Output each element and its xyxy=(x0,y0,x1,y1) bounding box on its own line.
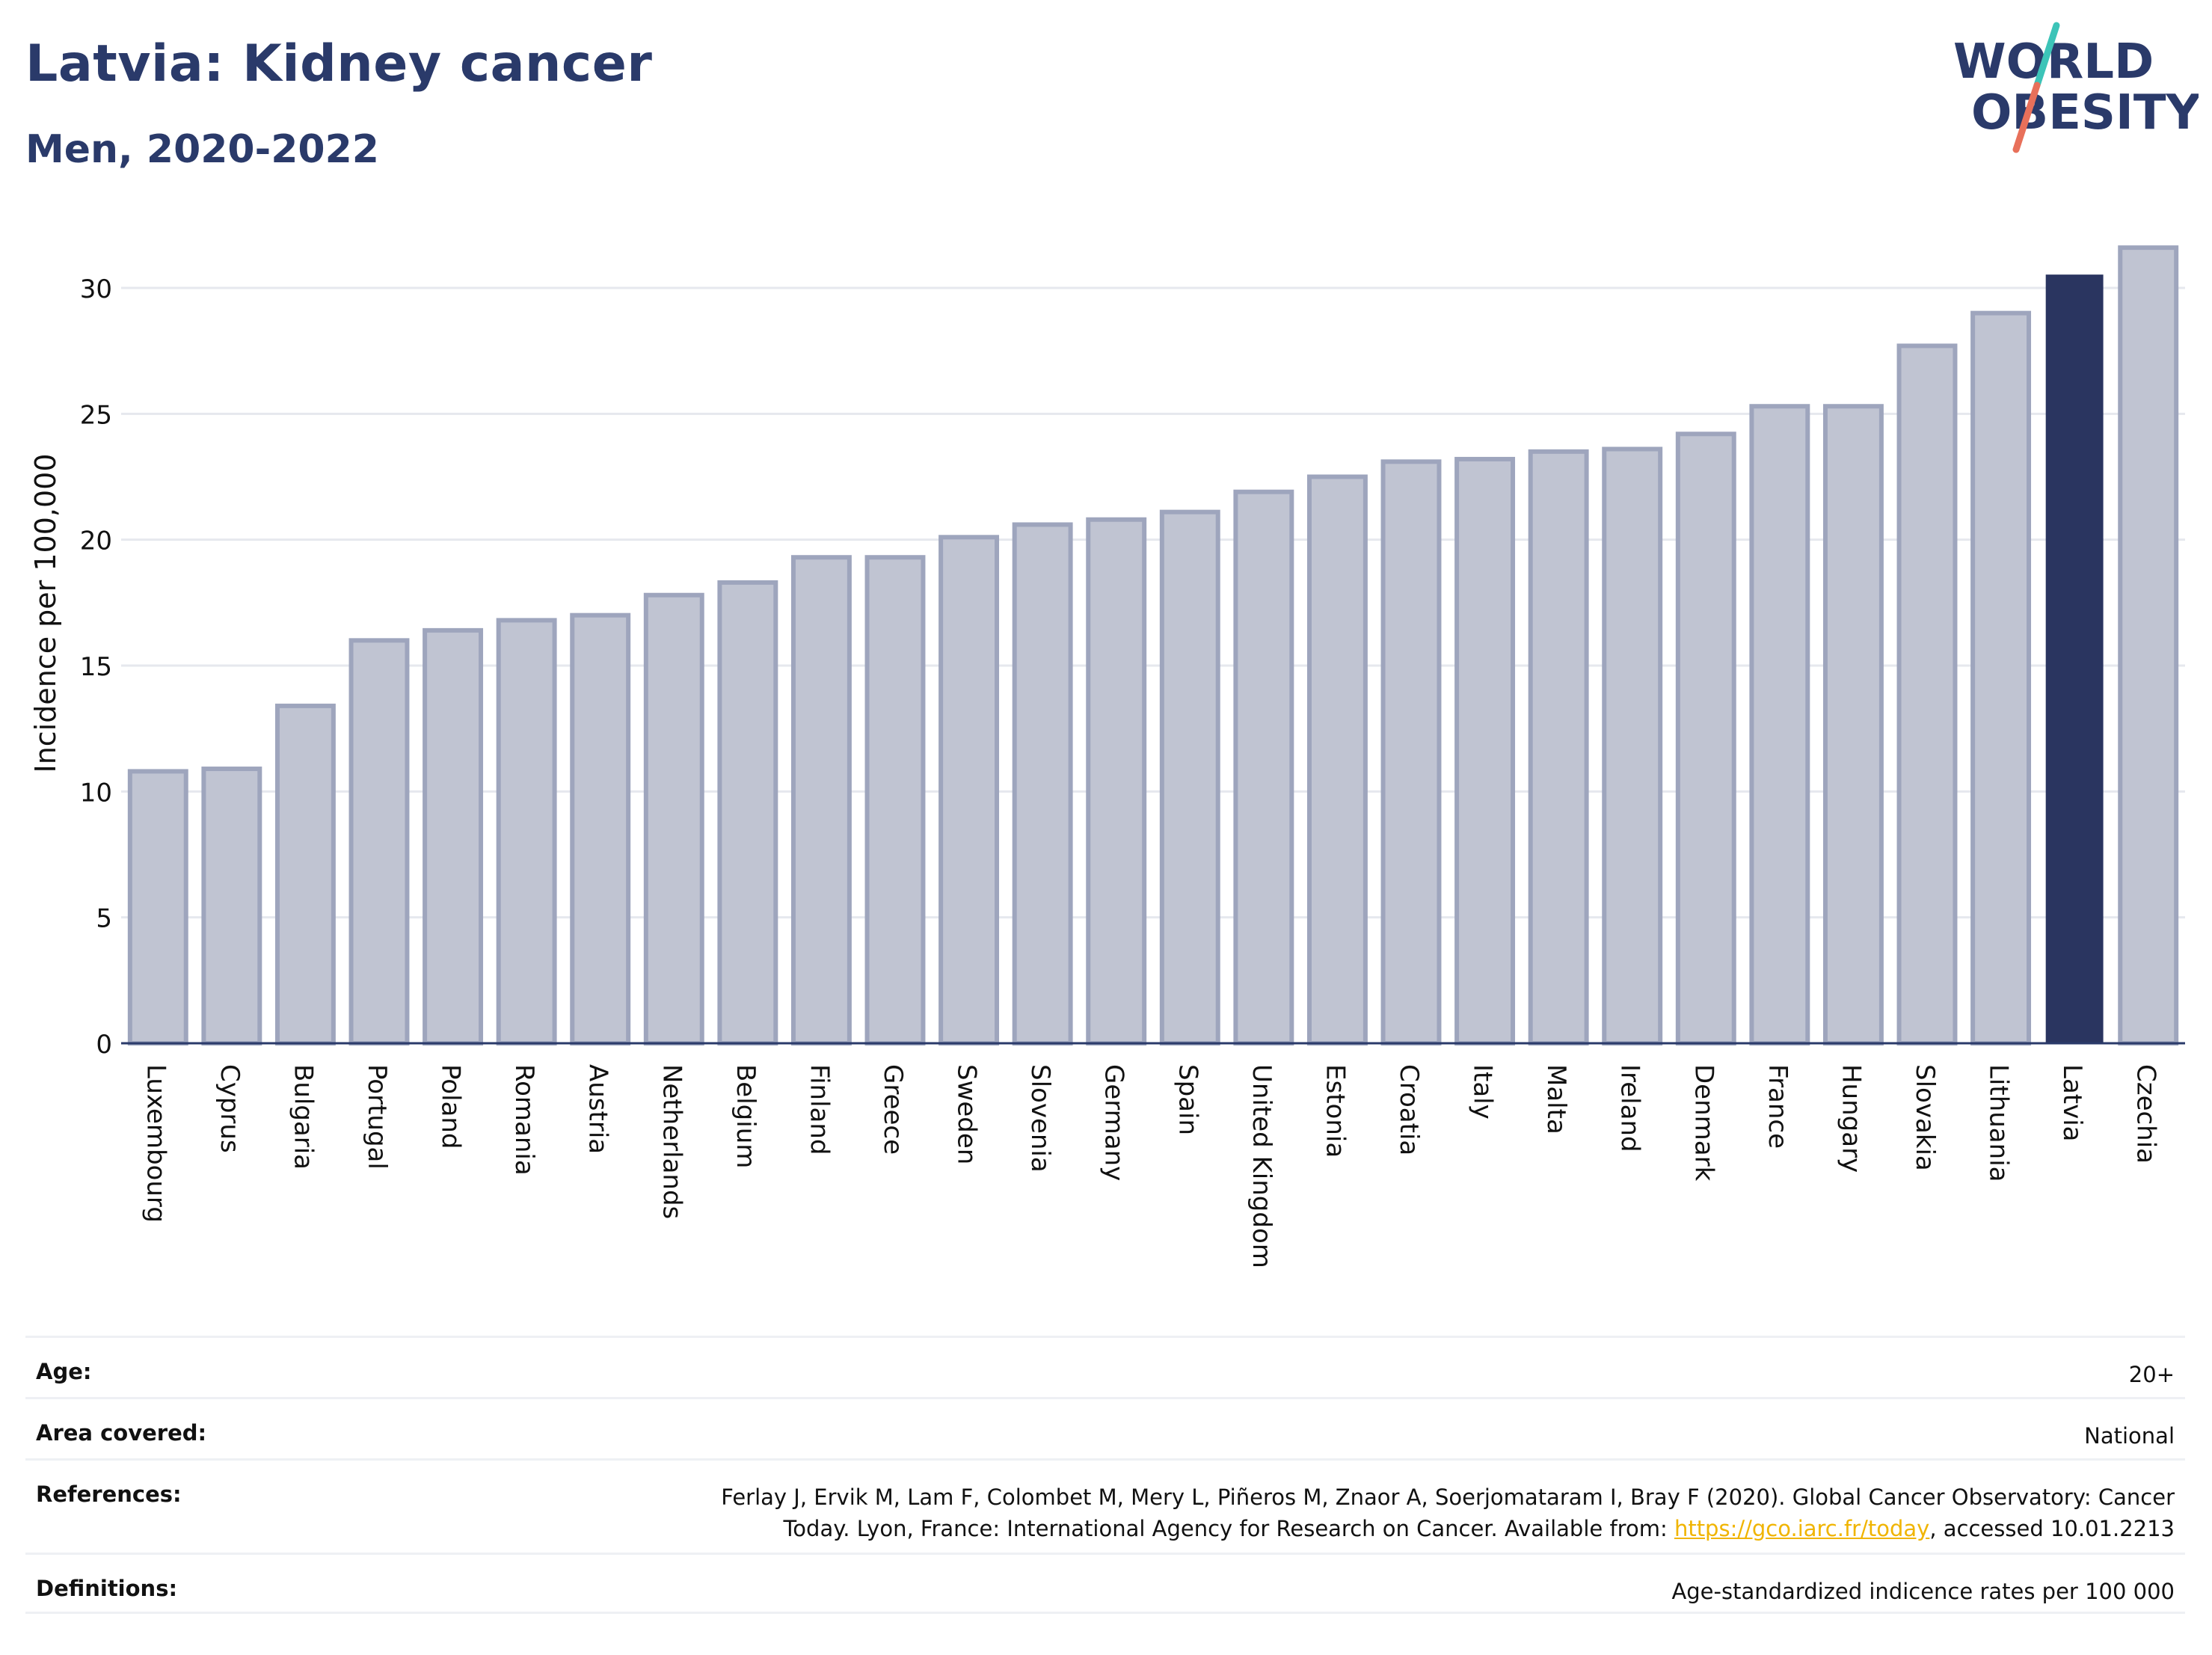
bars xyxy=(127,245,2179,1046)
x-tick-label: Poland xyxy=(436,1064,466,1149)
bar-cyprus xyxy=(201,767,262,1045)
x-tick-label: Croatia xyxy=(1394,1064,1424,1155)
meta-row-age: Age: 20+ xyxy=(25,1336,2185,1397)
chart-title: Latvia: Kidney cancer xyxy=(25,34,653,93)
meta-row-area: Area covered: National xyxy=(25,1397,2185,1458)
bar-latvia xyxy=(2045,274,2104,1045)
definitions-value: Age-standardized indicence rates per 100… xyxy=(1671,1579,2175,1604)
bar-romania xyxy=(496,618,557,1045)
y-axis-title: Incidence per 100,000 xyxy=(29,453,62,773)
bar-czechia xyxy=(2118,245,2179,1046)
x-tick-label: Austria xyxy=(583,1064,613,1154)
bar-belgium xyxy=(717,580,778,1045)
bar-finland xyxy=(790,555,852,1045)
bar-austria xyxy=(570,612,631,1045)
x-tick-label: Spain xyxy=(1173,1064,1202,1135)
x-tick-label: Luxembourg xyxy=(141,1064,170,1223)
bar-sweden xyxy=(938,535,1000,1045)
y-tick-labels: 0 5 10 15 20 25 30 xyxy=(80,274,112,1060)
y-tick-label: 30 xyxy=(80,274,112,304)
x-tick-label: Germany xyxy=(1099,1064,1129,1181)
x-tick-label: Latvia xyxy=(2057,1064,2087,1142)
y-tick-label: 15 xyxy=(80,652,112,682)
area-label: Area covered: xyxy=(36,1420,207,1446)
bar-ireland xyxy=(1602,446,1663,1045)
x-tick-label: Lithuania xyxy=(1984,1064,2014,1182)
bar-portugal xyxy=(348,638,410,1045)
x-tick-label: Greece xyxy=(878,1064,908,1155)
x-tick-label: Portugal xyxy=(362,1064,392,1170)
x-tick-labels: Luxembourg Cyprus Bulgaria Portugal Poland Ro… xyxy=(141,1064,2160,1268)
bar-denmark xyxy=(1675,432,1736,1045)
bar-lithuania xyxy=(1970,310,2032,1045)
x-tick-label: Cyprus xyxy=(215,1064,245,1153)
bar-poland xyxy=(423,627,484,1045)
bar-malta xyxy=(1528,449,1589,1045)
x-tick-label: Sweden xyxy=(952,1064,982,1164)
y-tick-label: 5 xyxy=(96,904,112,934)
x-tick-label: United Kingdom xyxy=(1247,1064,1276,1268)
bar-bulgaria xyxy=(274,703,336,1045)
x-tick-label: Czechia xyxy=(2131,1064,2161,1164)
references-text-line1: Ferlay J, Ervik M, Lam F, Colombet M, Me… xyxy=(721,1484,2175,1510)
y-tick-label: 10 xyxy=(80,778,112,808)
bar-france xyxy=(1749,404,1810,1045)
x-tick-label: Belgium xyxy=(731,1064,761,1168)
y-tick-label: 20 xyxy=(80,526,112,556)
x-tick-label: Slovakia xyxy=(1910,1064,1940,1171)
bar-chart: 0 5 10 15 20 25 30 Luxembourg Cyprus Bulgaria Por… xyxy=(29,245,2185,1268)
x-tick-label: Finland xyxy=(804,1064,834,1155)
x-tick-label: France xyxy=(1763,1064,1792,1149)
bar-spain xyxy=(1159,509,1220,1045)
logo-slash-top xyxy=(2033,22,2060,89)
x-tick-label: Estonia xyxy=(1320,1064,1350,1158)
age-value: 20+ xyxy=(2128,1362,2175,1387)
references-link[interactable]: https://gco.iarc.fr/today xyxy=(1674,1516,1930,1541)
bar-slovenia xyxy=(1012,522,1073,1045)
bar-united-kingdom xyxy=(1233,489,1294,1045)
x-tick-label: Malta xyxy=(1541,1064,1571,1134)
x-tick-label: Slovenia xyxy=(1025,1064,1055,1173)
bar-germany xyxy=(1086,517,1147,1045)
meta-row-definitions: Definitions: Age-standardized indicence … xyxy=(25,1553,2185,1614)
logo-text-obesity: OBESITY xyxy=(1971,85,2199,141)
references-label: References: xyxy=(36,1481,182,1507)
bar-netherlands xyxy=(643,592,704,1045)
x-tick-label: Netherlands xyxy=(657,1064,686,1219)
bar-greece xyxy=(864,555,926,1045)
x-tick-label: Italy xyxy=(1468,1064,1498,1120)
metadata-table: Age: 20+ Area covered: National Referenc… xyxy=(25,1336,2185,1614)
area-value: National xyxy=(2084,1423,2175,1449)
references-value: Ferlay J, Ervik M, Lam F, Colombet M, Me… xyxy=(721,1481,2175,1544)
bar-estonia xyxy=(1306,474,1368,1045)
x-tick-label: Romania xyxy=(509,1064,539,1176)
bar-croatia xyxy=(1380,459,1442,1045)
bar-slovakia xyxy=(1896,343,1958,1045)
x-tick-label: Hungary xyxy=(1836,1064,1866,1173)
x-tick-label: Bulgaria xyxy=(288,1064,318,1170)
age-label: Age: xyxy=(36,1359,92,1384)
y-tick-label: 0 xyxy=(96,1030,112,1060)
meta-row-references: References: Ferlay J, Ervik M, Lam F, Co… xyxy=(25,1458,2185,1553)
x-tick-label: Denmark xyxy=(1689,1064,1718,1182)
chart-subtitle: Men, 2020-2022 xyxy=(25,127,379,172)
references-text-accessed: , accessed 10.01.2213 xyxy=(1929,1516,2175,1541)
y-tick-label: 25 xyxy=(80,400,112,430)
bar-hungary xyxy=(1822,404,1884,1045)
references-text-line2: Today. Lyon, France: International Agenc… xyxy=(783,1516,1674,1541)
bar-luxembourg xyxy=(127,769,188,1046)
bar-italy xyxy=(1454,456,1516,1045)
x-tick-label: Ireland xyxy=(1615,1064,1645,1152)
definitions-label: Definitions: xyxy=(36,1576,178,1601)
logo-slash-bottom xyxy=(2012,82,2041,153)
world-obesity-logo: WORLD OBESITY xyxy=(1953,22,2199,153)
